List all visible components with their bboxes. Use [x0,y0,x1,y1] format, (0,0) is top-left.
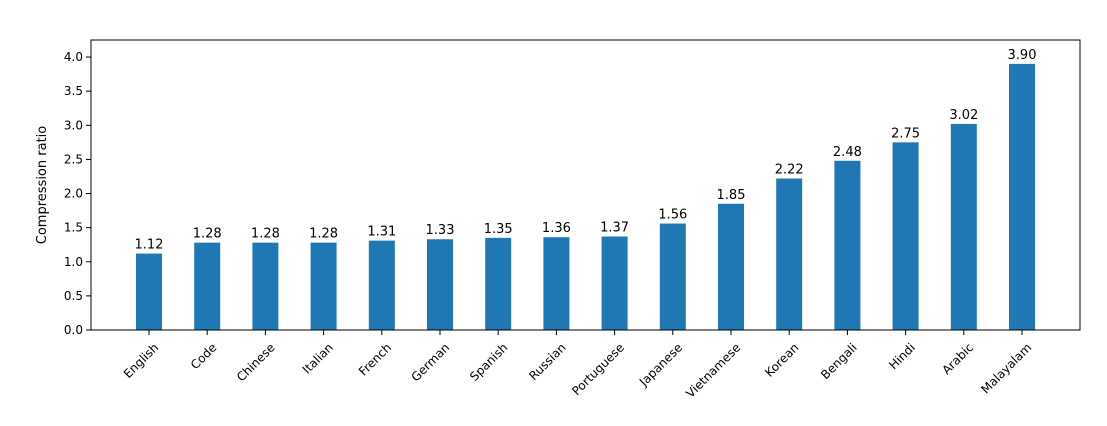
plot-frame [90,39,1081,331]
data-labels-group: 1.12 1.28 1.28 1.28 1.31 1.33 1.35 1.36 1.37 1.56… [135,48,1037,253]
bar-english [136,253,162,330]
data-label-german: 1.33 [426,223,455,238]
bar-malayalam [1009,63,1035,330]
data-label-korean: 2.22 [775,163,804,178]
x-axis: English Code Chinese Italian French German Spa… [121,330,1034,401]
bar-french [368,240,395,330]
x-tick-label-german: German [408,340,452,384]
bar-german [427,239,453,330]
data-label-vietnamese: 1.85 [717,188,746,203]
bar-italian [310,242,337,330]
data-label-hindi: 2.75 [891,126,920,141]
bar-portuguese [601,236,628,330]
data-label-malayalam: 3.90 [1008,48,1037,63]
x-tick-label-malayalam: Malayalam [978,340,1034,396]
x-tick-label-arabic: Arabic [939,340,976,377]
bar-spanish [485,237,512,330]
x-tick-label-chinese: Chinese [234,340,278,384]
y-tick-label: 3.0 [64,118,83,132]
x-tick-label-korean: Korean [762,340,801,379]
bar-korean [776,178,803,330]
bar-code [194,242,221,330]
y-axis: 0.0 0.5 1.0 1.5 2.0 2.5 3.0 3.5 4.0 [64,50,91,337]
data-label-spanish: 1.35 [484,222,513,237]
x-tick-label-english: English [121,340,162,381]
y-tick-label: 1.0 [64,255,83,269]
data-label-chinese: 1.28 [251,227,280,242]
bar-japanese [659,223,686,330]
y-tick-label: 1.5 [64,221,83,235]
bar-vietnamese [718,203,744,330]
x-tick-label-bengali: Bengali [818,340,860,382]
data-label-italian: 1.28 [309,227,338,242]
data-label-arabic: 3.02 [949,108,978,123]
y-tick-label: 0.0 [64,323,83,337]
x-tick-label-italian: Italian [300,340,336,376]
bars-group [136,63,1035,330]
bar-arabic [950,123,977,330]
y-tick-label: 3.5 [64,84,83,98]
x-tick-label-portuguese: Portuguese [569,340,627,398]
x-tick-label-spanish: Spanish [467,340,510,383]
data-label-russian: 1.36 [542,221,571,236]
data-label-english: 1.12 [135,238,164,253]
bar-chinese [252,242,279,330]
x-tick-label-russian: Russian [526,340,569,383]
data-label-portuguese: 1.37 [600,221,629,236]
y-tick-label: 2.0 [64,187,83,201]
x-tick-label-french: French [356,340,394,378]
data-label-french: 1.31 [367,225,396,240]
y-axis-label: Compression ratio [35,126,50,245]
x-tick-label-hindi: Hindi [886,340,918,372]
x-tick-label-code: Code [188,340,220,372]
data-label-bengali: 2.48 [833,145,862,160]
bar-bengali [834,160,861,330]
y-tick-label: 4.0 [64,50,83,64]
data-label-japanese: 1.56 [658,208,687,223]
bar-hindi [892,142,919,330]
y-tick-label: 0.5 [64,289,83,303]
bar-russian [543,237,570,330]
data-label-code: 1.28 [193,227,222,242]
y-tick-label: 2.5 [64,152,83,166]
x-tick-label-vietnamese: Vietnamese [683,340,743,400]
x-tick-label-japanese: Japanese [636,340,685,389]
